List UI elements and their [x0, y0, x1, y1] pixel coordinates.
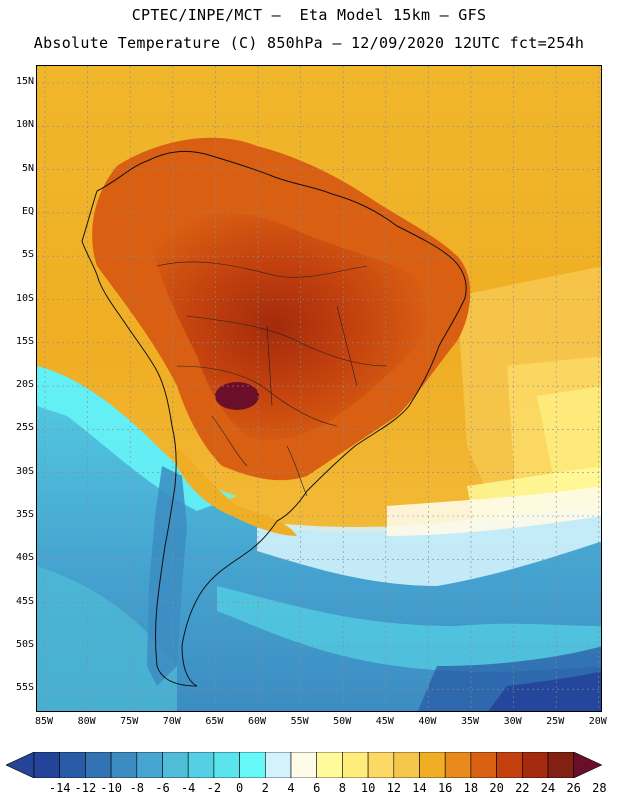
atlantic-warm-edge — [387, 486, 601, 536]
colorbar-swatch — [187, 751, 215, 779]
east-ocean-yellow — [537, 386, 601, 496]
colorbar-left-arrow — [5, 751, 35, 779]
colorbar-tick-label: 14 — [412, 781, 427, 795]
title-line-2: Absolute Temperature (C) 850hPa – 12/09/… — [33, 34, 585, 52]
lon-label: 30W — [503, 716, 522, 727]
lon-label: 80W — [77, 716, 96, 727]
map-canvas — [37, 66, 601, 711]
colorbar-tick-label: 22 — [515, 781, 530, 795]
colorbar-tick-label: 24 — [540, 781, 556, 795]
colorbar-swatch — [316, 751, 343, 779]
colorbar-swatch — [239, 751, 266, 779]
continent-hot-field — [147, 211, 431, 440]
lon-label: 65W — [205, 716, 224, 727]
lat-label: 20S — [15, 379, 34, 391]
colorbar-swatch — [419, 751, 446, 779]
colorbar-tick-label: 10 — [360, 781, 376, 795]
lon-label: 85W — [34, 716, 54, 727]
colorbar-tick-label: 8 — [338, 781, 346, 795]
lon-label: 45W — [375, 716, 394, 727]
lat-label: EQ — [21, 205, 34, 217]
coastline-east — [96, 151, 467, 522]
national-borders — [156, 261, 388, 497]
colorbar-swatch — [290, 751, 318, 779]
colorbar-swatch — [136, 751, 163, 779]
colorbar-tick-label: 16 — [437, 781, 453, 795]
coastline-west — [81, 190, 198, 687]
lat-label: 5S — [21, 249, 34, 261]
coastline — [81, 151, 467, 687]
colorbar-swatch — [59, 751, 86, 779]
lat-lon-grid — [37, 66, 601, 711]
colorbar-tick-label: -12 — [74, 781, 97, 795]
colorbar-tick-label: 28 — [592, 781, 607, 795]
lat-label: 35S — [15, 509, 34, 520]
lon-label: 50W — [333, 716, 352, 727]
southeast-coldest — [488, 671, 601, 711]
lon-label: 70W — [162, 716, 181, 727]
colorbar-tick-label: 4 — [287, 781, 295, 795]
colorbar-tick-label: 12 — [386, 781, 402, 795]
colorbar-tick-label: -2 — [206, 781, 222, 795]
colorbar-swatch — [342, 751, 369, 779]
colorbar-tick-label: 6 — [313, 781, 321, 795]
colorbar-swatch — [85, 751, 112, 779]
southern-cone-warm — [177, 446, 297, 536]
colorbar-tick-label: 26 — [566, 781, 581, 795]
colorbar-tick-label: -10 — [100, 781, 122, 795]
colorbar-tick-label: -4 — [180, 781, 196, 795]
lon-label: 20W — [588, 716, 607, 727]
colorbar-swatch — [547, 751, 575, 779]
colorbar — [5, 751, 612, 782]
colorbar-swatch — [444, 751, 472, 779]
colorbar-swatch — [162, 751, 189, 779]
lon-label: 35W — [460, 716, 480, 727]
colorbar-tick-label: -14 — [48, 781, 71, 795]
lat-label: 10S — [15, 292, 34, 304]
lon-label: 75W — [120, 716, 139, 727]
colorbar-svg — [5, 751, 603, 779]
colorbar-tick-label: 20 — [489, 781, 504, 795]
temperature-map — [36, 65, 602, 712]
lon-label: 60W — [247, 716, 267, 727]
lat-label: 25S — [15, 422, 34, 434]
colorbar-swatch — [213, 751, 240, 779]
colorbar-tick-label: -6 — [155, 781, 170, 795]
colorbar-swatch — [496, 751, 523, 779]
colorbar-swatch — [33, 751, 61, 779]
colorbar-tick-label: 2 — [261, 781, 269, 795]
lat-label: 45S — [15, 595, 34, 607]
lat-label: 15N — [15, 76, 34, 87]
lat-label: 50S — [15, 638, 34, 650]
lon-label: 25W — [546, 716, 565, 727]
southern-band-cyan — [217, 586, 601, 672]
hotspot-core — [215, 382, 259, 410]
title-line-1: CPTEC/INPE/MCT – Eta Model 15km – GFS — [131, 6, 487, 24]
lat-label: 40S — [15, 552, 34, 564]
colorbar-right-arrow — [573, 751, 603, 779]
pacific-south-band — [37, 566, 177, 711]
colorbar-swatch — [367, 751, 395, 779]
lat-label: 15S — [15, 335, 34, 347]
lat-label: 30S — [15, 465, 34, 477]
andes-cold-strip — [147, 466, 187, 686]
colorbar-tick-label: 18 — [463, 781, 479, 795]
colorbar-tick-label: -8 — [129, 781, 145, 795]
colorbar-swatch — [264, 751, 292, 779]
colorbar-swatch — [470, 751, 497, 779]
colorbar-tick-label: 0 — [235, 781, 244, 795]
colorbar-swatch — [393, 751, 420, 779]
lat-label: 5N — [21, 162, 34, 174]
coastline-south — [181, 520, 278, 687]
colorbar-swatch — [110, 751, 138, 779]
colorbar-swatch — [521, 751, 549, 779]
lat-label: 55S — [15, 682, 34, 694]
lon-label: 40W — [418, 716, 437, 727]
lon-label: 55W — [290, 716, 309, 727]
lat-label: 10N — [15, 119, 34, 131]
